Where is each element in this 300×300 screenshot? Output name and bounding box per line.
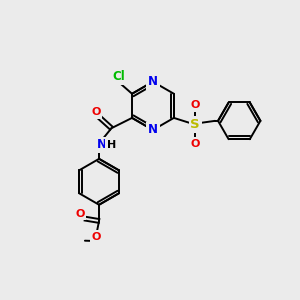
Text: O: O — [190, 100, 200, 110]
Text: O: O — [75, 208, 85, 219]
Text: S: S — [190, 118, 200, 131]
Text: N: N — [148, 75, 158, 88]
Text: O: O — [190, 139, 200, 149]
Text: Cl: Cl — [112, 70, 125, 83]
Text: H: H — [107, 140, 116, 150]
Text: O: O — [92, 232, 101, 242]
Text: N: N — [148, 124, 158, 136]
Text: N: N — [96, 139, 106, 152]
Text: O: O — [92, 107, 101, 117]
